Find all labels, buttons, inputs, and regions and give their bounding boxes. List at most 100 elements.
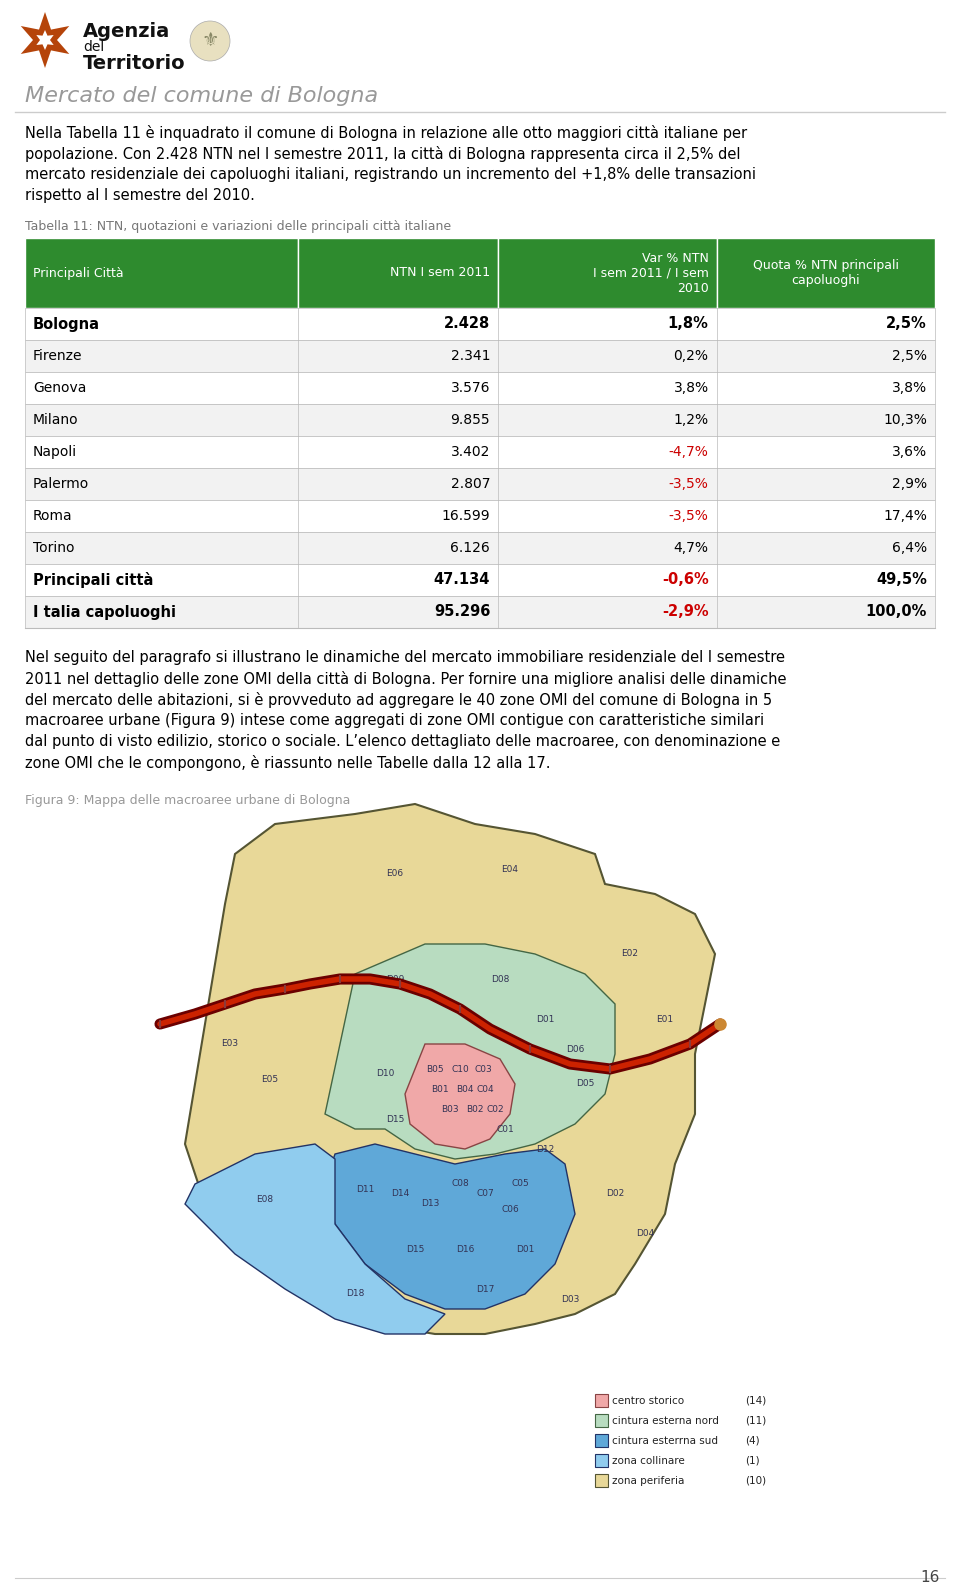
Text: Territorio: Territorio — [83, 54, 185, 73]
Text: B04: B04 — [456, 1085, 473, 1093]
Text: 3,6%: 3,6% — [892, 445, 927, 459]
Text: C02: C02 — [486, 1104, 504, 1114]
Text: 3.576: 3.576 — [450, 382, 491, 394]
Text: (10): (10) — [745, 1476, 766, 1486]
Text: C08: C08 — [451, 1180, 468, 1188]
Text: 100,0%: 100,0% — [866, 605, 927, 619]
Text: 6,4%: 6,4% — [892, 542, 927, 554]
Text: del mercato delle abitazioni, si è provveduto ad aggregare le 40 zone OMI del co: del mercato delle abitazioni, si è provv… — [25, 692, 772, 708]
Text: NTN I sem 2011: NTN I sem 2011 — [390, 266, 491, 279]
Polygon shape — [25, 596, 935, 627]
Polygon shape — [25, 341, 935, 372]
Text: Mercato del comune di Bologna: Mercato del comune di Bologna — [25, 86, 378, 106]
Text: Firenze: Firenze — [33, 348, 83, 363]
Text: D06: D06 — [565, 1044, 585, 1053]
Text: 2.341: 2.341 — [450, 348, 491, 363]
Text: 17,4%: 17,4% — [883, 508, 927, 523]
Text: Quota % NTN principali
capoluoghi: Quota % NTN principali capoluoghi — [753, 260, 899, 287]
Text: ⚜: ⚜ — [202, 32, 219, 51]
Text: D14: D14 — [391, 1190, 409, 1199]
Text: dal punto di visto edilizio, storico o sociale. L’elenco dettagliato delle macro: dal punto di visto edilizio, storico o s… — [25, 733, 780, 749]
Text: D16: D16 — [456, 1245, 474, 1253]
Text: 2,5%: 2,5% — [892, 348, 927, 363]
Polygon shape — [325, 944, 615, 1159]
Text: B02: B02 — [467, 1104, 484, 1114]
Polygon shape — [595, 1475, 608, 1487]
Text: Agenzia: Agenzia — [83, 22, 170, 41]
Text: C10: C10 — [451, 1064, 468, 1074]
Text: Figura 9: Mappa delle macroaree urbane di Bologna: Figura 9: Mappa delle macroaree urbane d… — [25, 794, 350, 806]
Text: C01: C01 — [496, 1125, 514, 1134]
Text: E06: E06 — [387, 870, 403, 879]
Text: 3,8%: 3,8% — [892, 382, 927, 394]
Text: del: del — [83, 40, 105, 54]
Polygon shape — [25, 238, 298, 307]
Text: D17: D17 — [476, 1285, 494, 1294]
Polygon shape — [716, 238, 935, 307]
Text: D09: D09 — [386, 974, 404, 984]
Polygon shape — [298, 238, 498, 307]
Text: 2,9%: 2,9% — [892, 477, 927, 491]
Text: E07: E07 — [632, 1060, 649, 1069]
Text: 49,5%: 49,5% — [876, 572, 927, 588]
Text: Var % NTN
I sem 2011 / I sem
2010: Var % NTN I sem 2011 / I sem 2010 — [592, 252, 708, 295]
Text: D01: D01 — [536, 1014, 554, 1023]
Text: Roma: Roma — [33, 508, 73, 523]
Text: zona collinare: zona collinare — [612, 1456, 684, 1465]
Text: 2.428: 2.428 — [444, 317, 491, 331]
Text: D15: D15 — [386, 1115, 404, 1123]
Text: -3,5%: -3,5% — [669, 508, 708, 523]
Text: Torino: Torino — [33, 542, 75, 554]
Text: Milano: Milano — [33, 413, 79, 428]
Text: D10: D10 — [375, 1069, 395, 1079]
Text: mercato residenziale dei capoluoghi italiani, registrando un incremento del +1,8: mercato residenziale dei capoluoghi ital… — [25, 166, 756, 182]
Text: 9.855: 9.855 — [450, 413, 491, 428]
Text: C06: C06 — [501, 1204, 518, 1213]
Text: E05: E05 — [261, 1074, 278, 1083]
Text: D15: D15 — [406, 1245, 424, 1253]
Text: D04: D04 — [636, 1229, 654, 1239]
Text: cintura esterrna sud: cintura esterrna sud — [612, 1435, 718, 1446]
Text: E01: E01 — [657, 1014, 674, 1023]
Text: E04: E04 — [501, 865, 518, 873]
Text: D13: D13 — [420, 1199, 439, 1209]
Text: 1,8%: 1,8% — [668, 317, 708, 331]
Circle shape — [190, 21, 230, 62]
Text: 2011 nel dettaglio delle zone OMI della città di Bologna. Per fornire una miglio: 2011 nel dettaglio delle zone OMI della … — [25, 672, 786, 687]
Text: D03: D03 — [561, 1294, 579, 1304]
Text: 4,7%: 4,7% — [674, 542, 708, 554]
Text: 1,2%: 1,2% — [674, 413, 708, 428]
Text: Principali città: Principali città — [33, 572, 154, 588]
Text: D18: D18 — [346, 1289, 364, 1299]
Text: 10,3%: 10,3% — [883, 413, 927, 428]
Text: -0,6%: -0,6% — [661, 572, 708, 588]
Text: 2.807: 2.807 — [450, 477, 491, 491]
Polygon shape — [21, 13, 69, 68]
Text: (4): (4) — [745, 1435, 759, 1446]
Polygon shape — [25, 532, 935, 564]
Polygon shape — [25, 467, 935, 501]
Text: -2,9%: -2,9% — [662, 605, 708, 619]
Text: Napoli: Napoli — [33, 445, 77, 459]
Text: Genova: Genova — [33, 382, 86, 394]
Polygon shape — [325, 1144, 575, 1308]
Polygon shape — [25, 501, 935, 532]
Text: -4,7%: -4,7% — [669, 445, 708, 459]
Text: cintura esterna nord: cintura esterna nord — [612, 1416, 719, 1426]
Text: C05: C05 — [511, 1180, 529, 1188]
Polygon shape — [498, 238, 716, 307]
Text: C04: C04 — [476, 1085, 493, 1093]
Text: D08: D08 — [491, 974, 509, 984]
Text: E02: E02 — [621, 949, 638, 958]
Text: 0,2%: 0,2% — [674, 348, 708, 363]
Text: Bologna: Bologna — [33, 317, 100, 331]
Polygon shape — [25, 404, 935, 436]
Text: (14): (14) — [745, 1396, 766, 1405]
Polygon shape — [595, 1434, 608, 1448]
Text: centro storico: centro storico — [612, 1396, 684, 1405]
Polygon shape — [405, 1044, 515, 1148]
Polygon shape — [25, 307, 935, 341]
Polygon shape — [185, 805, 715, 1334]
Text: B05: B05 — [426, 1064, 444, 1074]
Text: D05: D05 — [576, 1080, 594, 1088]
